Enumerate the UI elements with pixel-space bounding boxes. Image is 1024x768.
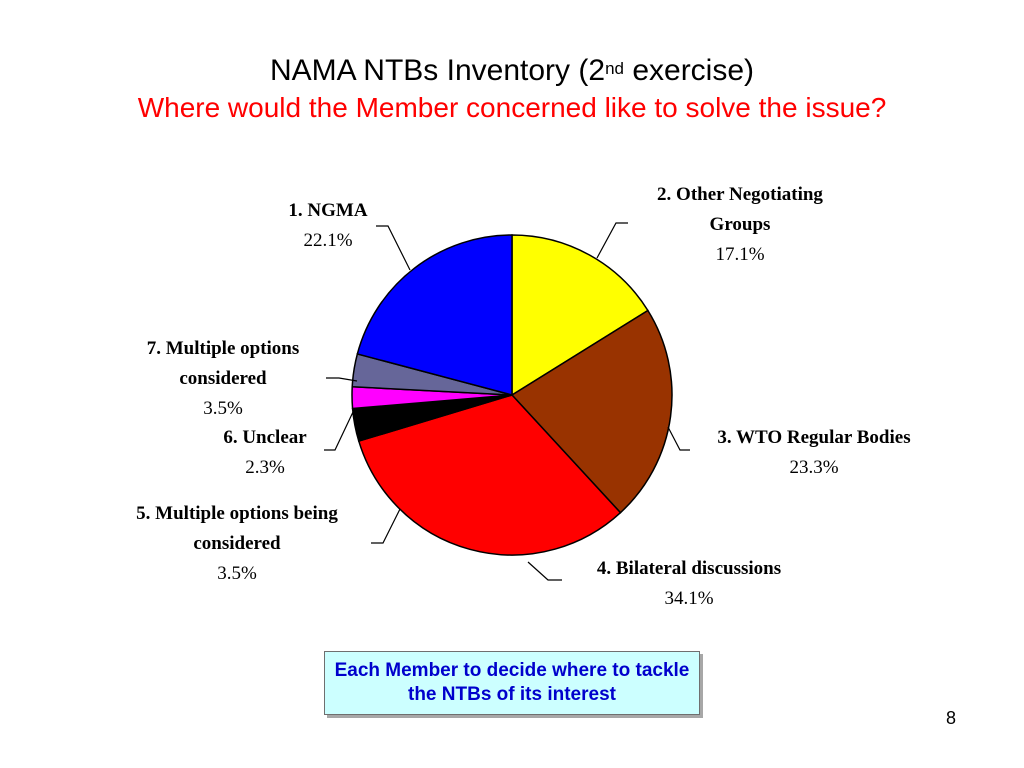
leader-lines	[324, 222, 690, 581]
slice-label-3: 4. Bilateral discussions	[597, 558, 781, 579]
leader-line-1	[596, 222, 628, 259]
leader-line-2	[667, 426, 690, 451]
slice-value-6: 3.5%	[203, 398, 243, 419]
slice-labels: 2. Other Negotiating Groups 17.1% 3. WTO Re…	[136, 184, 910, 609]
pie-slice-2	[510, 309, 673, 514]
title-block: NAMA NTBs Inventory (2nd exercise) Where…	[0, 52, 1024, 126]
slice-value-4: 3.5%	[217, 563, 257, 584]
title-superscript: nd	[605, 59, 624, 78]
slice-value-1: 17.1%	[715, 244, 764, 265]
leader-line-7	[376, 225, 411, 271]
slice-label-1-line-1: 2. Other Negotiating	[657, 184, 823, 205]
note-box: Each Member to decide where to tackle th…	[324, 651, 700, 715]
slice-value-5: 2.3%	[245, 457, 285, 478]
slice-value-2: 23.3%	[789, 457, 838, 478]
pie-slices	[351, 234, 673, 556]
slide-subtitle: Where would the Member concerned like to…	[137, 92, 887, 123]
slice-label-1-line-2: Groups	[710, 214, 771, 235]
title-suffix: exercise)	[623, 54, 755, 87]
pie-slice-1	[511, 234, 649, 397]
leader-line-4	[371, 508, 401, 544]
leader-line-6	[326, 377, 358, 382]
slice-value-7: 22.1%	[303, 230, 352, 251]
leader-line-5	[324, 411, 354, 451]
slice-label-4-line-2: considered	[193, 533, 281, 554]
slice-label-7: 1. NGMA	[288, 200, 367, 221]
pie-chart: 2. Other Negotiating Groups 17.1% 3. WTO Re…	[136, 184, 910, 609]
slice-label-6-line-2: considered	[179, 368, 267, 389]
pie-slice-3	[357, 394, 622, 556]
pie-slice-7	[356, 234, 513, 396]
slice-label-4-line-1: 5. Multiple options being	[136, 503, 338, 524]
leader-line-3	[527, 561, 562, 581]
slice-value-3: 34.1%	[664, 588, 713, 609]
slide-title: NAMA NTBs Inventory (2nd exercise)	[0, 52, 1024, 90]
note-text: Each Member to decide where to tackle th…	[334, 660, 690, 705]
page-number: 8	[946, 708, 957, 728]
slice-label-2: 3. WTO Regular Bodies	[717, 427, 910, 448]
title-prefix: NAMA NTBs Inventory (2	[269, 54, 606, 87]
slice-label-6-line-1: 7. Multiple options	[147, 338, 300, 359]
slice-label-5: 6. Unclear	[223, 427, 307, 448]
